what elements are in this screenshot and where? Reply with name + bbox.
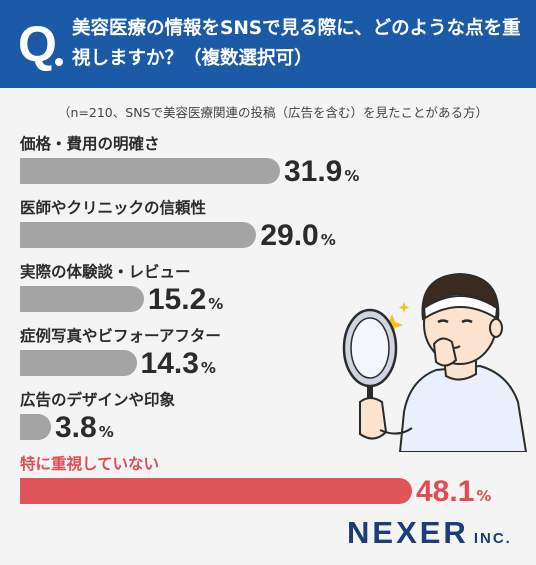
value-label: 15.2% [148, 285, 223, 319]
man-with-mirror-illustration [342, 272, 528, 452]
value-label: 48.1% [416, 477, 491, 511]
question-header: Q 美容医療の情報をSNSで見る際に、どのような点を重視しますか？（複数選択可） [0, 0, 536, 88]
value-unit: % [200, 359, 216, 377]
value-unit: % [344, 167, 360, 185]
bar [20, 414, 51, 440]
value-number: 29.0 [260, 219, 319, 252]
value-number: 3.8 [54, 411, 97, 444]
bar [20, 286, 144, 312]
value-number: 14.3 [140, 347, 199, 380]
value-label: 14.3% [141, 349, 216, 383]
nexer-logo: NEXER INC. [347, 515, 512, 551]
value-unit: % [208, 295, 224, 313]
category-label: 症例写真やビフォーアフター [20, 327, 221, 345]
value-number: 31.9 [283, 155, 343, 188]
value-number: 48.1 [416, 475, 475, 508]
value-number: 15.2 [147, 283, 207, 316]
value-label: 3.8% [55, 413, 114, 447]
logo-main: NEXER [347, 515, 469, 550]
question-text: 美容医療の情報をSNSで見る際に、どのような点を重視しますか？（複数選択可） [72, 18, 521, 69]
value-unit: % [320, 231, 336, 249]
category-label: 医師やクリニックの信頼性 [20, 199, 207, 217]
value-label: 31.9% [284, 157, 359, 191]
category-label: 価格・費用の明確さ [20, 135, 160, 153]
bar [20, 350, 137, 376]
sample-note: （n=210、SNSで美容医療関連の投稿（広告を含む）を見たことがある方） [58, 105, 488, 120]
category-label: 広告のデザインや印象 [20, 391, 176, 409]
bar [20, 222, 257, 248]
q-mark: Q [18, 16, 57, 72]
q-dot [55, 58, 63, 66]
value-unit: % [476, 487, 492, 505]
value-unit: % [98, 423, 114, 441]
bar [20, 478, 412, 504]
logo-sub: INC. [473, 530, 512, 547]
category-label: 特に重視していない [20, 455, 160, 473]
category-label: 実際の体験談・レビュー [20, 263, 191, 281]
value-label: 29.0% [260, 221, 335, 255]
bar [20, 158, 280, 184]
